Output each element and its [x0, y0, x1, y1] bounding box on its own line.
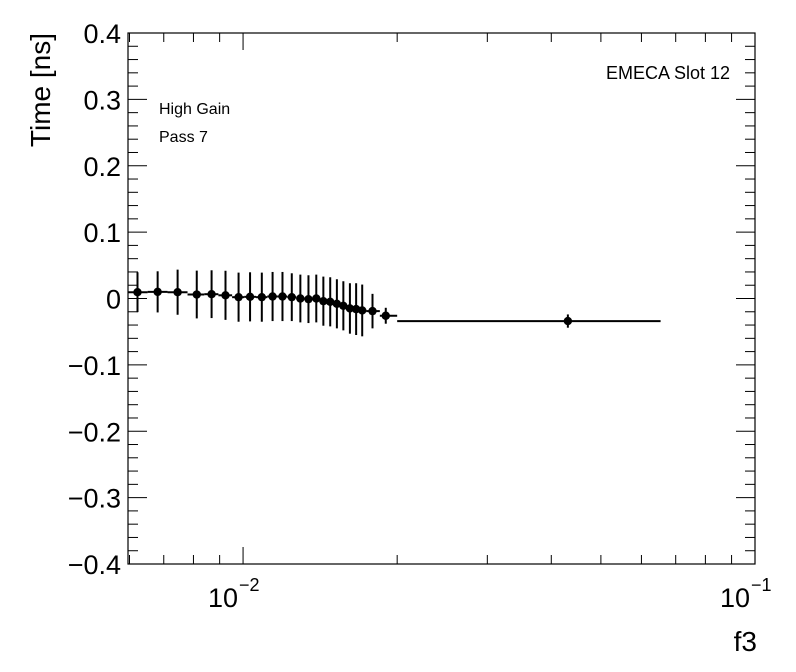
- axis-ticks: [128, 32, 756, 565]
- data-marker: [278, 292, 287, 301]
- data-marker: [339, 301, 348, 310]
- data-series: [128, 269, 661, 337]
- data-marker: [257, 292, 267, 302]
- data-point: [147, 271, 168, 313]
- y-tick-label: −0.2: [68, 417, 121, 447]
- data-point: [366, 293, 380, 329]
- data-point: [167, 269, 188, 315]
- data-marker: [153, 287, 162, 297]
- data-marker: [312, 294, 321, 303]
- data-point: [218, 270, 233, 320]
- data-marker: [304, 294, 313, 304]
- data-point: [339, 281, 348, 331]
- data-marker: [173, 287, 182, 297]
- data-point: [304, 275, 313, 324]
- data-marker: [296, 294, 305, 303]
- data-point: [345, 283, 355, 334]
- data-point: [319, 276, 328, 326]
- data-marker: [207, 289, 216, 299]
- y-tick-label: 0: [106, 285, 121, 315]
- data-point: [326, 277, 335, 327]
- pass-annotation: Pass 7: [159, 129, 208, 146]
- y-tick-label: −0.1: [68, 351, 121, 381]
- data-point: [204, 270, 219, 319]
- data-marker: [368, 306, 377, 316]
- data-point: [287, 273, 297, 322]
- data-marker: [332, 299, 342, 309]
- data-point: [397, 314, 661, 328]
- y-tick-label: 0.4: [83, 19, 121, 49]
- y-tick-label: −0.4: [68, 550, 121, 580]
- data-marker: [234, 292, 243, 302]
- data-marker: [358, 306, 367, 315]
- data-marker: [319, 296, 328, 306]
- data-point: [232, 272, 245, 322]
- y-tick-label: 0.3: [83, 85, 121, 115]
- x-axis-title: f3: [734, 626, 757, 657]
- data-marker: [326, 297, 335, 307]
- data-marker: [345, 304, 355, 313]
- slot-annotation: EMECA Slot 12: [606, 63, 730, 83]
- data-point: [296, 274, 305, 323]
- data-marker: [268, 292, 277, 301]
- data-point: [277, 271, 288, 322]
- x-tick-exponent: −2: [239, 575, 260, 595]
- data-marker: [245, 292, 255, 302]
- y-tick-label: 0.2: [83, 152, 121, 182]
- data-point: [256, 272, 268, 322]
- x-tick-labels: 10 −2 10 −1: [208, 575, 772, 613]
- data-marker: [563, 316, 573, 326]
- data-marker: [287, 292, 296, 302]
- data-marker: [133, 287, 142, 297]
- gain-annotation: High Gain: [159, 101, 230, 118]
- data-point: [332, 279, 342, 329]
- data-marker: [192, 290, 201, 299]
- data-point: [379, 307, 398, 324]
- y-tick-label: 0.1: [83, 218, 121, 248]
- data-point: [244, 272, 257, 322]
- data-marker: [381, 311, 390, 320]
- data-marker: [221, 291, 230, 300]
- y-tick-label: −0.3: [68, 484, 121, 514]
- y-axis-title: Time [ns]: [25, 33, 56, 147]
- data-point: [312, 274, 321, 323]
- data-point: [267, 271, 278, 322]
- y-tick-labels: 0.4 0.3 0.2 0.1 0 −0.1 −0.2 −0.3 −0.4: [68, 19, 121, 580]
- x-tick-label: 10: [720, 583, 750, 613]
- data-point: [128, 272, 148, 313]
- data-point: [358, 284, 367, 337]
- x-tick-label: 10: [208, 583, 238, 613]
- x-tick-exponent: −1: [751, 575, 772, 595]
- data-point: [187, 270, 205, 319]
